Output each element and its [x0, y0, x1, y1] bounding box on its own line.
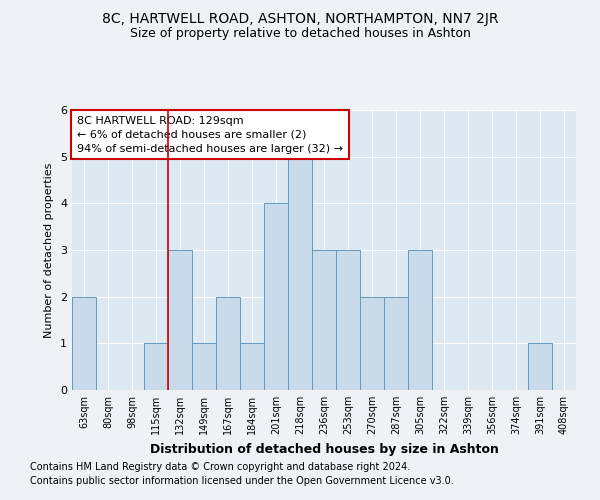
Y-axis label: Number of detached properties: Number of detached properties [44, 162, 55, 338]
Text: 8C, HARTWELL ROAD, ASHTON, NORTHAMPTON, NN7 2JR: 8C, HARTWELL ROAD, ASHTON, NORTHAMPTON, … [102, 12, 498, 26]
Text: 8C HARTWELL ROAD: 129sqm
← 6% of detached houses are smaller (2)
94% of semi-det: 8C HARTWELL ROAD: 129sqm ← 6% of detache… [77, 116, 343, 154]
Bar [216, 296, 240, 390]
Bar [144, 344, 168, 390]
Bar [240, 344, 264, 390]
Bar [528, 344, 552, 390]
Bar [192, 344, 216, 390]
Bar [312, 250, 336, 390]
Bar [360, 296, 384, 390]
Bar [384, 296, 408, 390]
Text: Distribution of detached houses by size in Ashton: Distribution of detached houses by size … [149, 442, 499, 456]
Bar [264, 204, 288, 390]
Bar [288, 156, 312, 390]
Bar [168, 250, 192, 390]
Bar [72, 296, 96, 390]
Text: Size of property relative to detached houses in Ashton: Size of property relative to detached ho… [130, 28, 470, 40]
Text: Contains HM Land Registry data © Crown copyright and database right 2024.: Contains HM Land Registry data © Crown c… [30, 462, 410, 472]
Bar [336, 250, 360, 390]
Bar [408, 250, 432, 390]
Text: Contains public sector information licensed under the Open Government Licence v3: Contains public sector information licen… [30, 476, 454, 486]
